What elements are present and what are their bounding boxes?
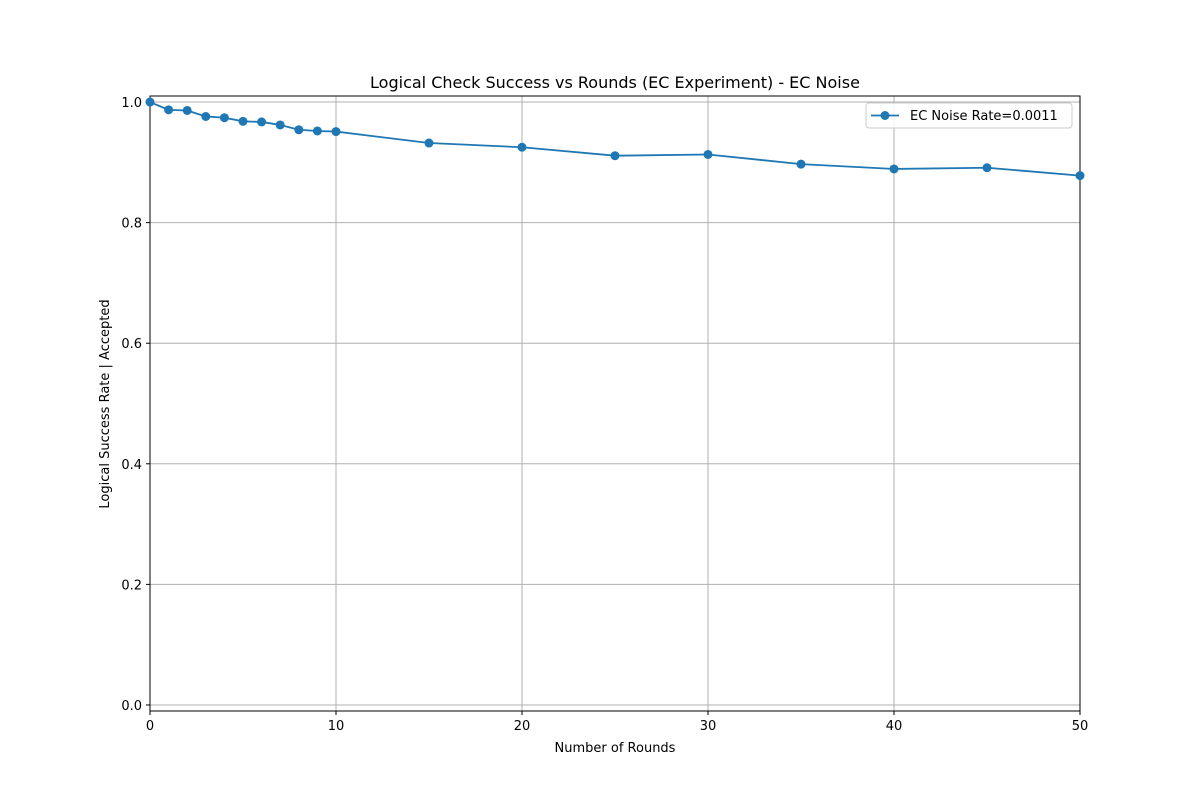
y-axis-label: Logical Success Rate | Accepted — [98, 299, 113, 508]
x-tick-label: 0 — [146, 719, 154, 734]
data-point — [517, 142, 527, 152]
data-point — [982, 163, 992, 173]
y-tick-label: 0.6 — [121, 337, 142, 352]
axis-ticks: 0 10 20 30 40 50 0.0 0.2 0.4 0.6 0.8 1.0 — [121, 96, 1088, 734]
y-tick-label: 0.0 — [121, 699, 142, 714]
x-tick-label: 40 — [886, 719, 903, 734]
data-point — [312, 126, 322, 136]
data-point — [201, 112, 211, 121]
data-point — [257, 117, 267, 127]
data-point — [610, 151, 620, 161]
data-point — [219, 113, 229, 123]
data-point — [294, 125, 304, 135]
x-tick-label: 20 — [514, 719, 531, 734]
legend-label: EC Noise Rate=0.0011 — [910, 109, 1058, 124]
x-axis-label: Number of Rounds — [555, 741, 676, 756]
y-tick-label: 0.4 — [121, 458, 142, 473]
y-tick-label: 0.8 — [121, 217, 142, 232]
data-point — [238, 116, 248, 126]
data-point — [703, 149, 713, 159]
x-tick-label: 10 — [328, 719, 345, 734]
data-point — [164, 105, 174, 115]
data-point — [796, 159, 806, 169]
data-point — [889, 164, 899, 174]
x-tick-label: 30 — [700, 719, 717, 734]
legend-box — [865, 102, 1073, 129]
data-point — [275, 120, 285, 130]
data-series — [145, 97, 1085, 181]
plot-frame — [149, 95, 1081, 712]
data-point — [182, 105, 192, 115]
data-point — [1075, 171, 1085, 181]
grid-lines — [149, 96, 1081, 711]
data-point — [145, 97, 155, 107]
y-tick-label: 1.0 — [121, 96, 142, 111]
data-point — [331, 127, 341, 137]
legend: EC Noise Rate=0.0011 — [865, 102, 1073, 129]
data-point — [424, 138, 434, 148]
legend-marker-swatch — [880, 111, 890, 120]
chart-title: Logical Check Success vs Rounds (EC Expe… — [370, 73, 860, 92]
y-tick-label: 0.2 — [121, 578, 142, 593]
x-tick-label: 50 — [1072, 719, 1089, 734]
